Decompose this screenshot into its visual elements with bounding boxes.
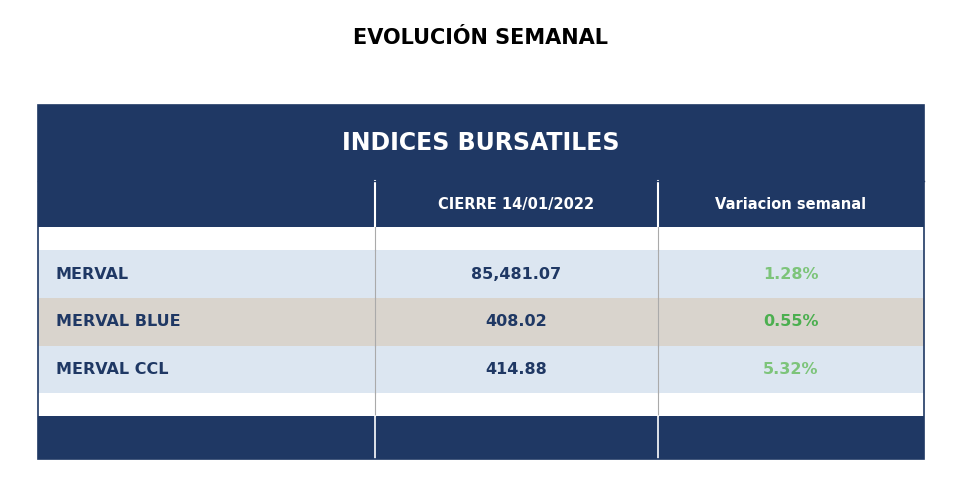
Bar [38,227,923,250]
Bar [38,105,923,181]
Text: 414.88: 414.88 [485,362,547,377]
Bar [38,105,923,459]
Bar [38,181,923,227]
Text: MERVAL CCL: MERVAL CCL [56,362,168,377]
Text: 5.32%: 5.32% [762,362,818,377]
Bar [38,416,923,459]
Bar [38,250,923,298]
Text: MERVAL BLUE: MERVAL BLUE [56,315,181,329]
Text: INDICES BURSATILES: INDICES BURSATILES [342,131,619,155]
Text: 85,481.07: 85,481.07 [471,267,561,282]
Text: 408.02: 408.02 [485,315,547,329]
Bar [38,393,923,416]
Bar [38,346,923,393]
Text: Variacion semanal: Variacion semanal [714,197,866,212]
Text: MERVAL: MERVAL [56,267,129,282]
Text: EVOLUCIÓN SEMANAL: EVOLUCIÓN SEMANAL [353,28,608,48]
Text: 0.55%: 0.55% [762,315,818,329]
Text: 1.28%: 1.28% [762,267,818,282]
Bar [38,298,923,346]
Text: CIERRE 14/01/2022: CIERRE 14/01/2022 [438,197,594,212]
